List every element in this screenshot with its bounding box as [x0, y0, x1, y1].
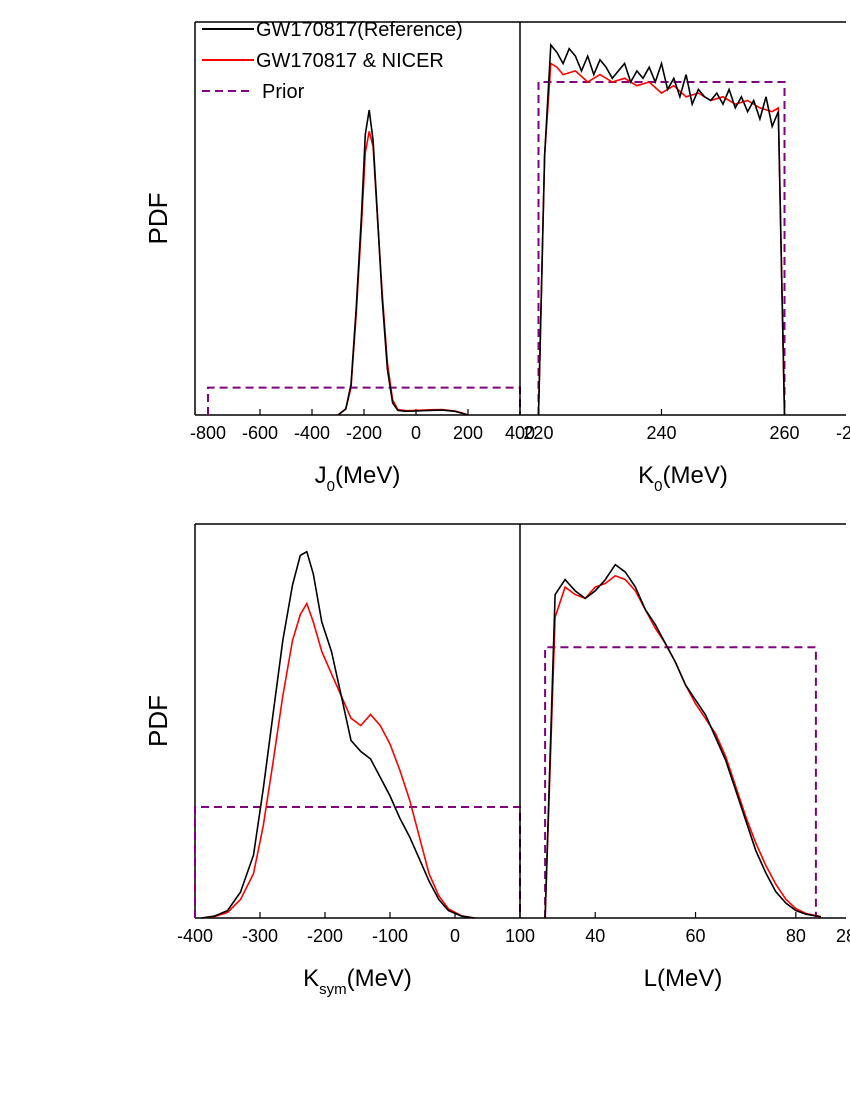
x-tick-label-clipped: -2: [836, 423, 850, 443]
legend-label-nicer: GW170817 & NICER: [256, 50, 444, 72]
x-tick-label: 60: [686, 926, 706, 946]
series-line-prior: [544, 646, 817, 918]
x-tick-label: 240: [646, 423, 676, 443]
series-line-reference: [337, 109, 469, 416]
series-line-prior: [537, 81, 786, 415]
y-axis-label: PDF: [143, 193, 173, 245]
series-line-nicer: [201, 601, 475, 919]
series-line-nicer: [537, 62, 786, 416]
x-tick-label: 40: [585, 926, 605, 946]
legend: GW170817(Reference) GW170817 & NICER Prior: [202, 19, 463, 103]
legend-label-reference: GW170817(Reference): [256, 19, 463, 41]
x-tick-label: -300: [242, 926, 278, 946]
x-tick-label: -600: [242, 423, 278, 443]
x-tick-label: 0: [411, 423, 421, 443]
x-tick-label: 260: [769, 423, 799, 443]
legend-label-prior: Prior: [262, 81, 305, 103]
x-tick-label: 400: [505, 423, 535, 443]
x-tick-label: 100: [505, 926, 535, 946]
x-tick-label: -200: [307, 926, 343, 946]
x-tick-label-clipped: 28: [836, 926, 850, 946]
x-tick-label: -400: [177, 926, 213, 946]
x-axis-label: K0(MeV): [638, 462, 728, 495]
x-tick-label: -800: [190, 423, 226, 443]
panel-k0: 220 240 260 -2 K0(MeV): [519, 21, 850, 495]
y-axis-label: PDF: [143, 695, 173, 747]
x-tick-label: 220: [523, 423, 553, 443]
x-axis-label: Ksym(MeV): [303, 965, 412, 998]
series-line-reference: [201, 550, 475, 919]
x-axis-label: L(MeV): [644, 965, 723, 992]
x-tick-label: -400: [294, 423, 330, 443]
panel-l: 40 60 80 28 L(MeV): [519, 523, 850, 992]
series-line-prior: [194, 806, 521, 918]
panel-ksym: -400 -300 -200 -100 0 100 Ksym(MeV) PDF: [143, 523, 535, 998]
series-line-reference: [544, 563, 822, 919]
x-tick-label: 0: [450, 926, 460, 946]
x-tick-label: -200: [346, 423, 382, 443]
x-tick-label: 200: [453, 423, 483, 443]
series-line-nicer: [544, 574, 822, 919]
panel-j0: -800 -600 -400 -200 0 200 400 J0(MeV) PDF: [143, 21, 535, 495]
series-line-reference: [537, 42, 786, 416]
x-tick-label: 80: [786, 926, 806, 946]
x-tick-label: -100: [372, 926, 408, 946]
x-axis-label: J0(MeV): [315, 462, 401, 495]
